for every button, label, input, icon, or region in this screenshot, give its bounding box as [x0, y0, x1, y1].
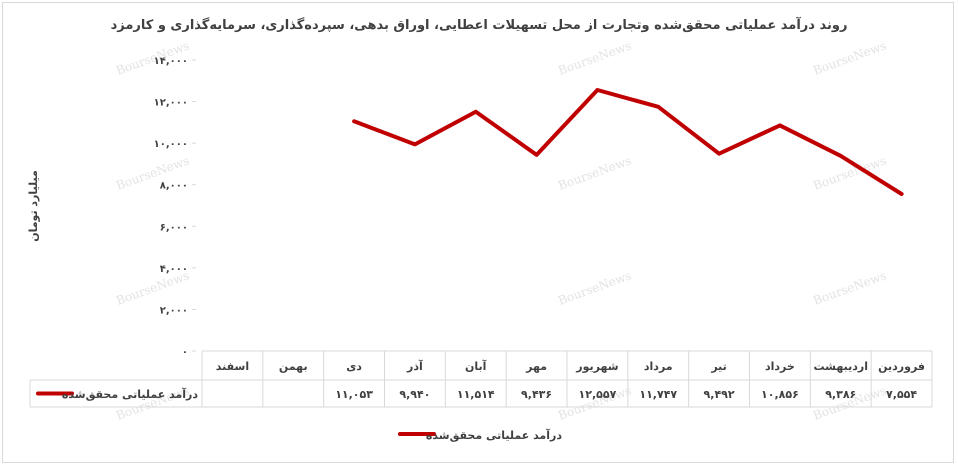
y-axis-label: میلیارد تومان — [27, 170, 40, 242]
y-tick-label: ۱۴,۰۰۰ — [154, 56, 188, 67]
data-table-value: ۱۱,۷۴۷ — [639, 388, 677, 401]
x-category-label: اسفند — [216, 360, 249, 373]
watermark-text: BourseNews — [556, 153, 633, 192]
data-table-value: ۹,۴۳۶ — [521, 388, 552, 401]
series-line — [352, 88, 904, 196]
data-table-value: ۹,۹۴۰ — [399, 388, 430, 401]
data-table-value: ۹,۴۹۲ — [704, 388, 735, 401]
x-category-label: اردیبهشت — [814, 360, 868, 373]
x-category-label: شهریور — [575, 360, 618, 373]
x-category-label: مرداد — [644, 360, 673, 373]
watermark-text: BourseNews — [556, 38, 633, 77]
table-series-name: درآمد عملیاتی محقق‌شده — [62, 387, 198, 401]
x-category-label: خرداد — [765, 360, 795, 373]
x-category-label: فروردین — [878, 360, 925, 373]
y-tick-label: ۱۲,۰۰۰ — [154, 98, 188, 109]
y-tick-label: ۲,۰۰۰ — [160, 305, 188, 316]
data-table-value: ۹,۳۸۶ — [825, 388, 856, 401]
y-tick-label: ۴,۰۰۰ — [160, 264, 188, 275]
watermark-text: BourseNews — [556, 268, 633, 307]
x-category-label: مهر — [525, 360, 547, 373]
watermark-text: BourseNews — [811, 38, 888, 77]
watermark-text: BourseNews — [811, 268, 888, 307]
y-tick-label: ۸,۰۰۰ — [160, 181, 188, 192]
y-tick-label: ۱۰,۰۰۰ — [154, 139, 188, 150]
y-tick-label: ۰ — [182, 347, 188, 358]
data-table-value: ۷,۵۵۴ — [886, 388, 917, 401]
x-category-label: بهمن — [279, 360, 308, 373]
data-table-value: ۱۰,۸۵۶ — [761, 388, 799, 401]
x-category-label: تیر — [710, 360, 726, 373]
y-tick-label: ۶,۰۰۰ — [160, 222, 188, 233]
chart-title: روند درآمد عملیاتی محقق‌شده وتجارت از مح… — [110, 18, 848, 33]
x-category-label: آبان — [465, 359, 487, 373]
data-table-value: ۱۲,۵۵۷ — [579, 388, 617, 401]
data-table-value: ۱۱,۵۱۴ — [457, 388, 495, 401]
x-category-label: آذر — [406, 359, 423, 373]
x-category-label: دی — [346, 360, 362, 373]
legend-label: درآمد عملیاتی محقق‌شده — [426, 428, 562, 442]
data-table-value: ۱۱,۰۵۳ — [335, 388, 373, 401]
